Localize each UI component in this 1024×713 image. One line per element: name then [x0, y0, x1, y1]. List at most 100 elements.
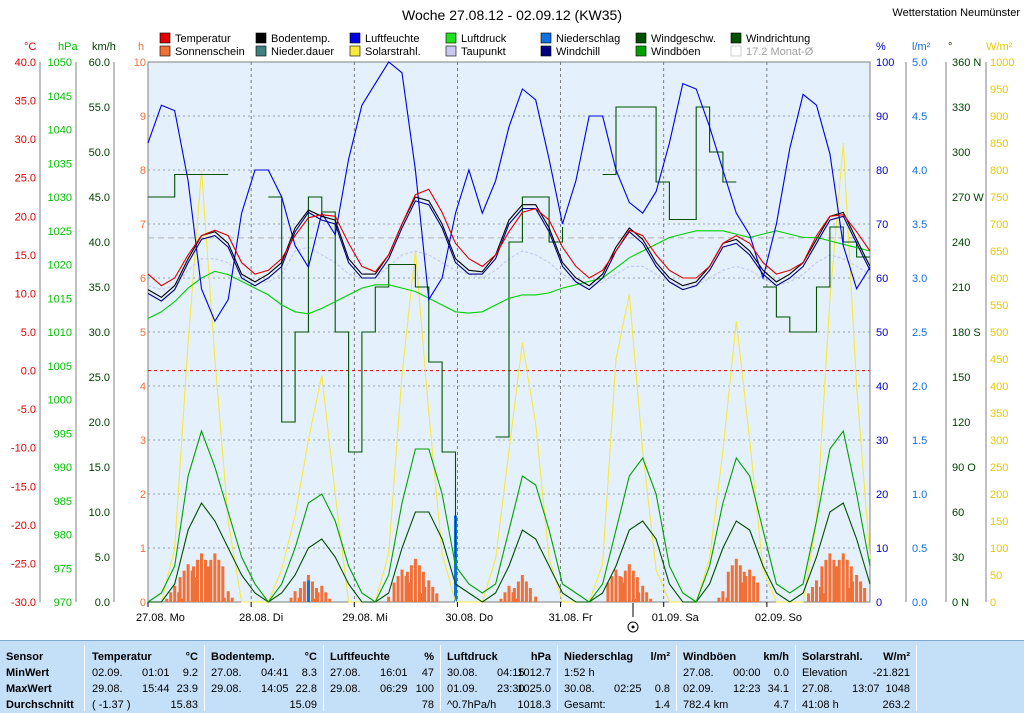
sunshine-bar [619, 577, 623, 602]
tick-label-solar: 700 [990, 219, 1008, 231]
sunshine-bar [528, 587, 532, 602]
chart-title: Woche 27.08.12 - 02.09.12 (KW35) [402, 7, 622, 23]
tick-label-hours: 5 [140, 327, 146, 339]
tick-label-temperature: -5.0 [17, 404, 36, 416]
tick-label-pressure: 990 [54, 462, 72, 474]
tick-label-hours: 3 [140, 435, 146, 447]
stats-column: Windböen km/h 27.08. 00:00 0.0 02.09. 12:23 34.… [677, 645, 796, 711]
tick-label-pressure: 1050 [48, 57, 72, 69]
legend-swatch [445, 45, 457, 57]
stats-cell-time: 04:41 [261, 667, 289, 679]
sunshine-bar [298, 587, 302, 602]
legend-swatch [730, 32, 742, 44]
axis-unit-solar: W/m² [986, 41, 1013, 53]
sunshine-bar [409, 565, 413, 602]
sunshine-bar [178, 577, 182, 602]
series-temperatur [147, 188, 871, 287]
tick-label-humidity: 90 [876, 111, 888, 123]
tick-label-direction: 210 [952, 282, 970, 294]
tick-label-temperature: -20.0 [11, 520, 36, 532]
sunshine-bar [507, 585, 511, 602]
tick-label-temperature: -15.0 [11, 481, 36, 493]
sunshine-bar [820, 566, 824, 602]
axis-unit-precip: l/m² [912, 41, 931, 53]
tick-label-direction: 240 [952, 237, 970, 249]
sunshine-bar [756, 582, 760, 602]
tick-label-humidity: 30 [876, 435, 888, 447]
tick-label-hours: 2 [140, 489, 146, 501]
stats-column-unit: l/m² [650, 651, 670, 663]
stats-cell-row: 27.08. 13:07 1048 [802, 681, 910, 697]
legend-swatch [540, 45, 552, 57]
stats-cell-value: 100 [415, 683, 434, 695]
stats-cell-value: 9.2 [182, 667, 198, 679]
sunshine-bar [165, 598, 169, 602]
tick-label-humidity: 0 [876, 597, 882, 609]
axis-unit-temperature: °C [24, 41, 36, 53]
tick-label-wind: 30.0 [89, 327, 110, 339]
sunshine-bar [205, 566, 209, 602]
tick-label-hours: 4 [140, 381, 146, 393]
tick-label-solar: 350 [990, 408, 1008, 420]
stats-cell-value: -21.821 [872, 667, 910, 679]
stats-cell-value: 15.09 [289, 699, 317, 711]
sunshine-bar [734, 558, 738, 602]
stats-cell-date: 782.4 km [683, 699, 729, 711]
sunshine-bar [641, 585, 645, 602]
legend-swatch [445, 32, 457, 44]
sunshine-bar [392, 582, 396, 602]
tick-label-wind: 50.0 [89, 147, 110, 159]
series-luftfeuchte [147, 61, 871, 323]
tick-label-direction: 0 N [952, 597, 969, 609]
stats-cell-date: ( -1.37 ) [92, 699, 131, 711]
legend-swatch [349, 32, 361, 44]
stats-cell-row: Gesamt: 1.4 [564, 697, 670, 713]
stats-column-unit: % [424, 651, 434, 663]
tick-label-pressure: 1015 [48, 293, 72, 305]
tick-label-solar: 150 [990, 516, 1008, 528]
legend-label: Windböen [651, 46, 701, 58]
tick-label-solar: 450 [990, 354, 1008, 366]
stats-cell-row: 02.09. 01:01 9.2 [92, 665, 198, 681]
tick-label-precip: 3.5 [912, 219, 927, 231]
stats-column: Luftfeuchte% 27.08. 16:01 47 29.08. 06:29 100 7… [324, 645, 441, 711]
grid [148, 62, 870, 602]
stats-cell-row: 41:08 h 263.2 [802, 697, 910, 713]
stats-column-header: Windböen km/h [683, 649, 789, 665]
stats-cell-date: 1:52 h [564, 667, 595, 679]
axis-unit-direction: ° [948, 41, 952, 53]
sunshine-bar [859, 581, 863, 602]
legend-swatch [540, 32, 552, 44]
weather-chart: Woche 27.08.12 - 02.09.12 (KW35) Wetters… [10, 7, 1021, 633]
tick-label-wind: 25.0 [89, 372, 110, 384]
stats-cell-row: 27.08. 04:41 8.3 [211, 665, 317, 681]
sunshine-bar [387, 596, 391, 602]
stats-column: Luftdruck hPa 30.08. 04:15 1012.7 01.09. 23:30… [441, 645, 558, 711]
tick-label-wind: 40.0 [89, 237, 110, 249]
sunshine-bar [726, 571, 730, 602]
tick-label-humidity: 20 [876, 489, 888, 501]
stats-cell-date: Elevation [802, 667, 848, 679]
sunshine-bar [520, 575, 524, 602]
tick-label-hours: 10 [134, 57, 146, 69]
sunshine-bar [631, 570, 635, 602]
tick-label-solar: 500 [990, 327, 1008, 339]
stats-column-unit: hPa [530, 651, 551, 663]
tick-label-precip: 4.5 [912, 111, 927, 123]
tick-label-temperature: 20.0 [15, 211, 36, 223]
sunshine-bar [828, 553, 832, 602]
tick-label-wind: 15.0 [89, 462, 110, 474]
tick-label-temperature: -10.0 [11, 443, 36, 455]
sunshine-bar [320, 585, 324, 602]
stats-column-header: Bodentemp. °C [211, 649, 317, 665]
legend-swatch [159, 32, 171, 44]
sunshine-bar [606, 582, 610, 602]
tick-label-pressure: 1020 [48, 260, 72, 272]
tick-label-temperature: 25.0 [15, 173, 36, 185]
x-tick-label: 27.08. Mo [136, 612, 185, 624]
sunshine-bar [328, 598, 332, 602]
tick-label-temperature: 10.0 [15, 288, 36, 300]
tick-label-humidity: 10 [876, 543, 888, 555]
tick-label-temperature: 0.0 [21, 366, 36, 378]
tick-label-hours: 0 [140, 597, 146, 609]
